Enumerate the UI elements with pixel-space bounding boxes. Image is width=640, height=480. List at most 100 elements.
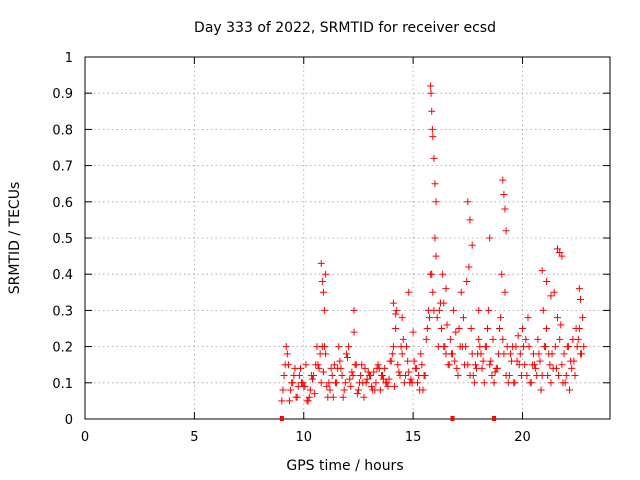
data-point [394,361,402,369]
data-point [395,368,403,376]
data-point [560,350,568,358]
data-point [426,314,434,322]
data-point [488,372,496,380]
data-point [349,372,357,380]
data-point [466,216,474,224]
data-point [479,357,487,365]
data-point [486,361,494,369]
data-point [282,343,290,351]
data-point [393,306,401,314]
data-point [520,343,528,351]
data-point [336,357,344,365]
data-point [499,335,507,343]
data-point [519,325,526,332]
data-point [401,372,409,380]
data-point [317,259,325,267]
data-point [538,267,546,275]
data-point [315,364,323,372]
data-point [325,379,333,387]
y-tick-label: 0 [65,413,73,428]
data-point [373,364,381,372]
data-point [516,350,524,358]
data-point [432,198,440,206]
data-point [356,379,364,387]
data-point [351,361,359,369]
data-point [464,198,472,206]
data-point [321,306,329,314]
data-point [467,325,475,332]
data-point [392,310,400,318]
axis-ticks: 00.10.20.30.40.50.60.70.80.910 5 10 15 20 [52,51,610,445]
x-axis-label: GPS time / hours [286,458,403,474]
data-point [290,372,298,380]
data-point [517,372,525,380]
data-point [469,372,477,380]
data-point [423,325,431,332]
data-point [570,357,578,365]
data-point [446,335,454,343]
x-tick-label: 5 [190,430,198,445]
y-tick-label: 0.7 [52,160,73,175]
data-point [429,288,437,296]
data-point [576,350,584,358]
data-point [338,372,346,380]
data-point [341,379,349,387]
data-point [353,390,361,398]
data-point [335,343,343,351]
data-point [501,205,509,213]
data-point [442,285,450,293]
y-tick-label: 1 [65,51,73,66]
x-axis-marker [279,416,284,421]
data-point [283,350,291,358]
data-point [301,382,309,390]
data-point [331,379,339,387]
data-point [372,379,380,387]
data-point [380,375,388,383]
data-point [319,368,327,376]
data-point [554,314,561,322]
data-point [296,364,304,372]
data-point [364,368,372,376]
data-point [409,328,417,336]
data-point [461,361,469,369]
data-point [558,361,566,369]
data-point [430,306,438,314]
x-tick-label: 20 [514,430,531,445]
data-point [550,288,558,296]
y-tick-label: 0.9 [52,87,73,102]
data-point [312,361,320,369]
data-point [552,364,560,372]
data-point [476,343,484,351]
data-point [548,350,556,358]
data-point [501,288,509,296]
data-point [299,379,307,387]
y-tick-label: 0.5 [52,232,73,247]
data-point [428,107,436,115]
data-point [346,375,354,383]
data-point [432,252,440,260]
data-point [493,364,501,372]
data-point [428,270,436,278]
data-point [422,335,430,343]
data-point [328,372,336,380]
data-point [580,343,588,351]
data-point [470,379,478,387]
data-point [440,299,448,307]
data-point [513,357,521,365]
data-points [278,82,588,405]
data-point [561,379,569,387]
data-point [408,379,416,387]
data-point [496,325,504,332]
chart-title: Day 333 of 2022, SRMTID for receiver ecs… [194,20,496,36]
data-point [514,332,522,340]
x-axis-marker [450,416,455,421]
data-point [438,325,446,332]
data-point [456,343,464,351]
data-point [389,299,397,307]
data-point [465,263,473,271]
data-point [468,241,476,249]
data-point [288,379,296,387]
data-point [305,393,313,401]
data-point [405,288,413,296]
data-point [321,343,329,351]
